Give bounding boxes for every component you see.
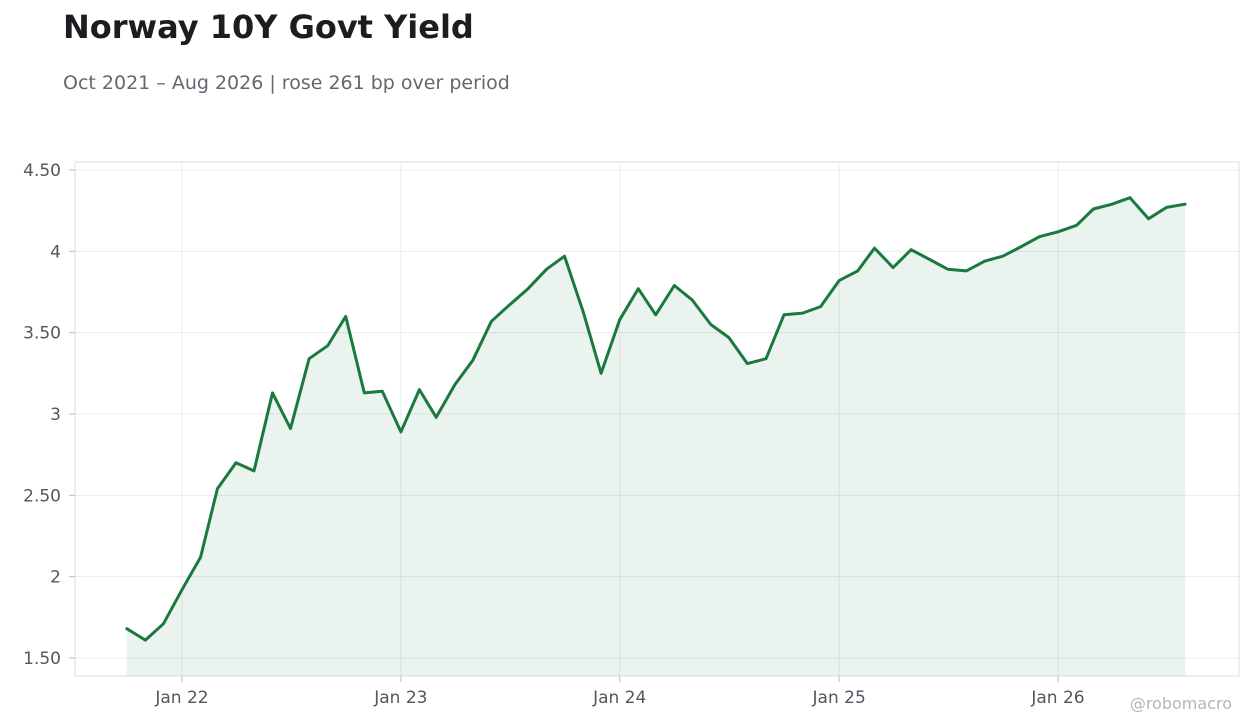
x-axis-ticks: Jan 22 Jan 23 Jan 24 Jan 25 Jan 26 [154, 676, 1085, 708]
data-point [764, 357, 768, 361]
data-point [326, 344, 330, 348]
data-point [709, 323, 713, 327]
data-point [417, 388, 421, 392]
data-point [289, 427, 293, 431]
data-point [563, 254, 567, 258]
data-point [362, 391, 366, 395]
data-point [745, 362, 749, 366]
data-point [1091, 207, 1095, 211]
data-point [507, 303, 511, 307]
data-point [471, 358, 475, 362]
data-point [964, 269, 968, 273]
data-point [545, 267, 549, 271]
y-tick-label: 2 [50, 568, 61, 588]
data-point [1165, 205, 1169, 209]
data-point [380, 389, 384, 393]
y-tick-label: 3 [50, 405, 61, 425]
data-point [581, 310, 585, 314]
data-point [946, 267, 950, 271]
data-point [1183, 202, 1187, 206]
chart-title: Norway 10Y Govt Yield [63, 8, 474, 46]
data-point [307, 357, 311, 361]
data-point [819, 305, 823, 309]
y-tick-label: 4.50 [23, 161, 61, 181]
data-point [727, 336, 731, 340]
data-point [782, 313, 786, 317]
data-point [526, 287, 530, 291]
data-point [690, 298, 694, 302]
x-tick-label: Jan 24 [592, 688, 646, 708]
data-point [344, 314, 348, 318]
data-point [1128, 196, 1132, 200]
data-point [1075, 223, 1079, 227]
data-point [1019, 245, 1023, 249]
data-point [636, 287, 640, 291]
data-point [654, 313, 658, 317]
data-point [453, 383, 457, 387]
data-point [489, 319, 493, 323]
data-point [234, 461, 238, 465]
data-point [399, 430, 403, 434]
y-tick-label: 4 [50, 242, 61, 262]
data-point [199, 555, 203, 559]
data-point [928, 258, 932, 262]
data-point [143, 638, 147, 642]
data-point [1001, 254, 1005, 258]
data-point [1147, 217, 1151, 221]
y-tick-label: 2.50 [23, 486, 61, 506]
data-point [983, 259, 987, 263]
y-tick-label: 3.50 [23, 324, 61, 344]
data-point [599, 371, 603, 375]
data-point [252, 469, 256, 473]
data-point [856, 269, 860, 273]
data-point [837, 279, 841, 283]
data-point [1037, 235, 1041, 239]
data-point [434, 415, 438, 419]
data-point [891, 266, 895, 270]
data-point [125, 627, 129, 631]
data-point [161, 622, 165, 626]
data-point [215, 487, 219, 491]
data-point [180, 588, 184, 592]
x-tick-label: Jan 26 [1030, 688, 1084, 708]
data-point [801, 311, 805, 315]
data-point [672, 284, 676, 288]
x-tick-label: Jan 23 [373, 688, 427, 708]
data-point [909, 248, 913, 252]
x-tick-label: Jan 25 [812, 688, 866, 708]
data-point [1110, 202, 1114, 206]
data-point [618, 318, 622, 322]
y-axis-ticks: 1.50 2 2.50 3 3.50 4 4.50 [23, 161, 75, 669]
yield-line [125, 196, 1187, 642]
yield-area [126, 197, 1186, 676]
plot-frame [74, 161, 1240, 677]
data-point [1056, 230, 1060, 234]
y-tick-label: 1.50 [23, 649, 61, 669]
x-tick-label: Jan 22 [154, 688, 208, 708]
credit-watermark: @robomacro [1129, 694, 1232, 713]
data-point [873, 246, 877, 250]
data-point [271, 391, 275, 395]
chart-subtitle: Oct 2021 – Aug 2026 | rose 261 bp over p… [63, 72, 510, 94]
